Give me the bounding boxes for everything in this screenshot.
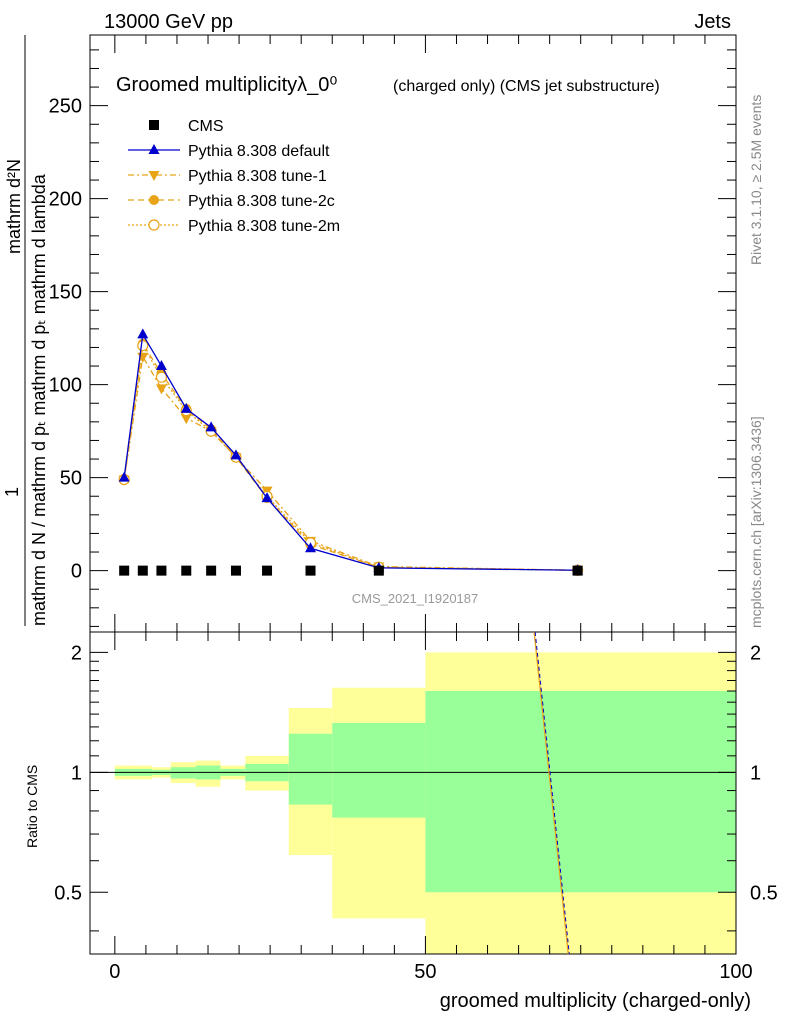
analysis-watermark: CMS_2021_I1920187: [352, 591, 479, 606]
ratio-line-default: [534, 631, 570, 955]
legend-label-tune2m: Pythia 8.308 tune-2m: [188, 218, 340, 235]
legend-marker-tune2m: [148, 219, 160, 231]
ratio-band-green: [332, 722, 426, 818]
main-ylabel: 1 mathrm d²N mathrm d N / mathrm d pₜ ma…: [2, 35, 49, 626]
series-point-default: [118, 471, 130, 482]
legend-marker-default: [148, 144, 160, 154]
header-jets-label: Jets: [694, 11, 731, 33]
series-point-default: [180, 402, 192, 413]
main-ytick-label: 50: [60, 468, 82, 490]
ratio-band-green: [425, 690, 736, 893]
xaxis-label: groomed multiplicity (charged-only): [440, 990, 751, 1012]
series-point-cms: [305, 565, 316, 576]
series-point-cms: [119, 565, 130, 576]
series-line-tune2m: [123, 343, 578, 571]
series-point-cms: [181, 565, 192, 576]
main-ytick-label: 100: [49, 375, 82, 397]
series-point-tune2m: [155, 371, 168, 383]
series-point-cms: [572, 565, 583, 576]
ratio-lines: [90, 631, 736, 955]
ratio-ytick-label: 2: [71, 642, 82, 664]
legend-label-default: Pythia 8.308 default: [188, 143, 330, 160]
ratio-xtick-label: 100: [719, 961, 752, 983]
series-point-cms: [206, 565, 217, 576]
legend-label-tune1: Pythia 8.308 tune-1: [188, 168, 327, 185]
series-point-default: [305, 542, 317, 553]
ratio-ylabel: Ratio to CMS: [24, 765, 40, 848]
legend-label-cms: CMS: [188, 118, 224, 135]
series-point-cms: [373, 565, 384, 576]
main-ytick-label: 150: [49, 282, 82, 304]
main-title: Groomed multiplicityλ_0⁰ (charged only) …: [116, 74, 660, 96]
ratio-band-green: [288, 733, 333, 805]
series-line-default: [123, 332, 578, 571]
series-point-cms: [230, 565, 241, 576]
ratio-xtick-label: 0: [109, 961, 120, 983]
main-ytick-label: 250: [49, 96, 82, 118]
ratio-band-green: [170, 767, 196, 779]
series-point-tune1: [180, 414, 192, 425]
ylabel-one: 1: [2, 487, 22, 497]
ratio-ytick-label: 1: [71, 762, 82, 784]
ylabel-numerator: mathrm d²N: [4, 159, 24, 254]
series-point-cms: [262, 565, 273, 576]
ylabel-denominator: mathrm d N / mathrm d pₜ mathrm d pₜ mat…: [29, 173, 49, 626]
main-plot-frame: [89, 34, 737, 633]
mcplots-label: mcplots.cern.ch [arXiv:1306.3436]: [748, 416, 764, 628]
main-ytick-label: 200: [49, 189, 82, 211]
series-point-cms: [137, 565, 148, 576]
series-point-default: [137, 328, 149, 339]
series-point-default: [230, 449, 242, 460]
legend-marker-tune1: [148, 171, 160, 181]
series-point-default: [261, 492, 273, 503]
main-title-suffix: (charged only) (CMS jet substructure): [393, 78, 660, 95]
rivet-label: Rivet 3.1.10, ≥ 2.5M events: [748, 95, 764, 265]
legend-marker-tune2c: [149, 195, 159, 205]
ratio-bands: [114, 652, 736, 954]
ratio-line-tunes: [533, 631, 569, 955]
legend-label-tune2c: Pythia 8.308 tune-2c: [188, 193, 335, 210]
main-ytick-label: 0: [71, 561, 82, 583]
ratio-axis-ticks: 0.5 0.5 1 1 2 2 0 50 100: [54, 632, 778, 983]
ratio-plot-frame: [89, 631, 737, 955]
series-point-tune2m: [137, 339, 149, 352]
ratio-ytick-label-right: 1: [750, 762, 761, 784]
series-point-default: [205, 421, 217, 432]
legend: CMS Pythia 8.308 default Pythia 8.308 tune…: [128, 118, 340, 235]
series-point-cms: [156, 565, 167, 576]
series-line-tune2c: [123, 341, 578, 571]
header-energy-label: 13000 GeV pp: [104, 11, 233, 33]
main-title-text: Groomed multiplicityλ_0⁰: [116, 74, 337, 96]
series-point-default: [155, 360, 167, 371]
legend-marker-cms: [149, 120, 159, 130]
main-series-layer: [118, 328, 584, 577]
ratio-ytick-label-right: 2: [750, 642, 761, 664]
series-line-tune1: [123, 354, 578, 571]
ratio-ytick-label-right: 0.5: [750, 882, 778, 904]
main-axis-ticks: 0 50 100 150 200 250: [49, 35, 737, 632]
series-point-tune1: [155, 384, 167, 395]
ratio-ytick-label: 0.5: [54, 882, 82, 904]
ratio-xtick-label: 50: [414, 961, 436, 983]
